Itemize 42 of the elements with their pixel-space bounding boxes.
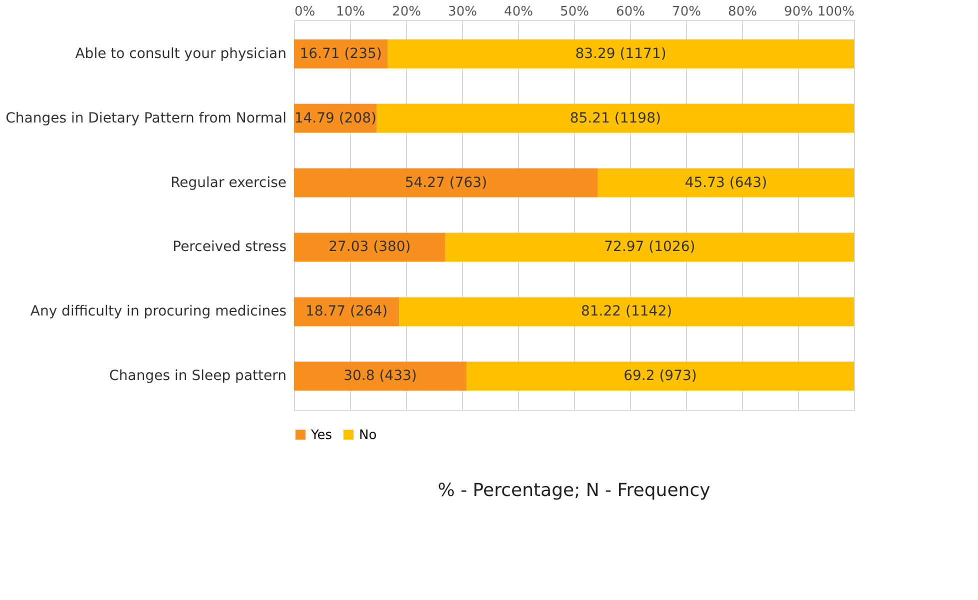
bar (466, 362, 854, 391)
data-label: 27.03 (380) (328, 239, 411, 256)
x-tick-label: 0% (294, 4, 316, 20)
bar (388, 39, 854, 68)
bar (294, 168, 598, 198)
y-tick-label: Regular exercise (170, 174, 286, 191)
data-label: 14.79 (208) (294, 110, 377, 126)
x-tick-label: 10% (336, 4, 365, 20)
x-tick-label: 100% (817, 4, 854, 20)
x-tick-label: 30% (448, 4, 477, 20)
legend-label: Yes (310, 428, 332, 443)
data-label: 69.2 (973) (624, 368, 697, 384)
bar (445, 232, 854, 262)
y-tick-label: Perceived stress (172, 239, 286, 256)
x-tick-label: 90% (784, 4, 813, 20)
data-label: 30.8 (433) (344, 368, 417, 384)
bar (294, 362, 466, 391)
y-tick-label: Changes in Sleep pattern (109, 368, 286, 384)
data-label: 18.77 (264) (305, 304, 388, 320)
x-tick-label: 50% (560, 4, 589, 20)
x-tick-label: 40% (504, 4, 533, 20)
x-tick-label: 70% (672, 4, 701, 20)
data-label: 83.29 (1171) (575, 46, 666, 62)
x-tick-label: 20% (392, 4, 421, 20)
data-label: 16.71 (235) (300, 46, 382, 62)
y-tick-label: Changes in Dietary Pattern from Normal (6, 110, 286, 126)
data-label: 81.22 (1142) (580, 304, 672, 320)
data-label: 45.73 (643) (684, 174, 768, 191)
y-tick-label: Able to consult your physician (75, 46, 286, 62)
y-tick-label: Any difficulty in procuring medicines (30, 304, 286, 320)
bar (598, 168, 854, 198)
bar (376, 104, 854, 133)
data-label: 85.21 (1198) (570, 110, 661, 126)
x-tick-label: 80% (728, 4, 757, 20)
bar (294, 232, 446, 262)
text: % - Percentage; N - Frequency (438, 480, 711, 501)
data-label: 72.97 (1026) (604, 239, 696, 256)
legend-label: No (359, 428, 377, 443)
data-label: 54.27 (763) (404, 174, 488, 191)
bar (294, 297, 400, 326)
bar (399, 297, 854, 326)
x-tick-label: 60% (616, 4, 645, 20)
